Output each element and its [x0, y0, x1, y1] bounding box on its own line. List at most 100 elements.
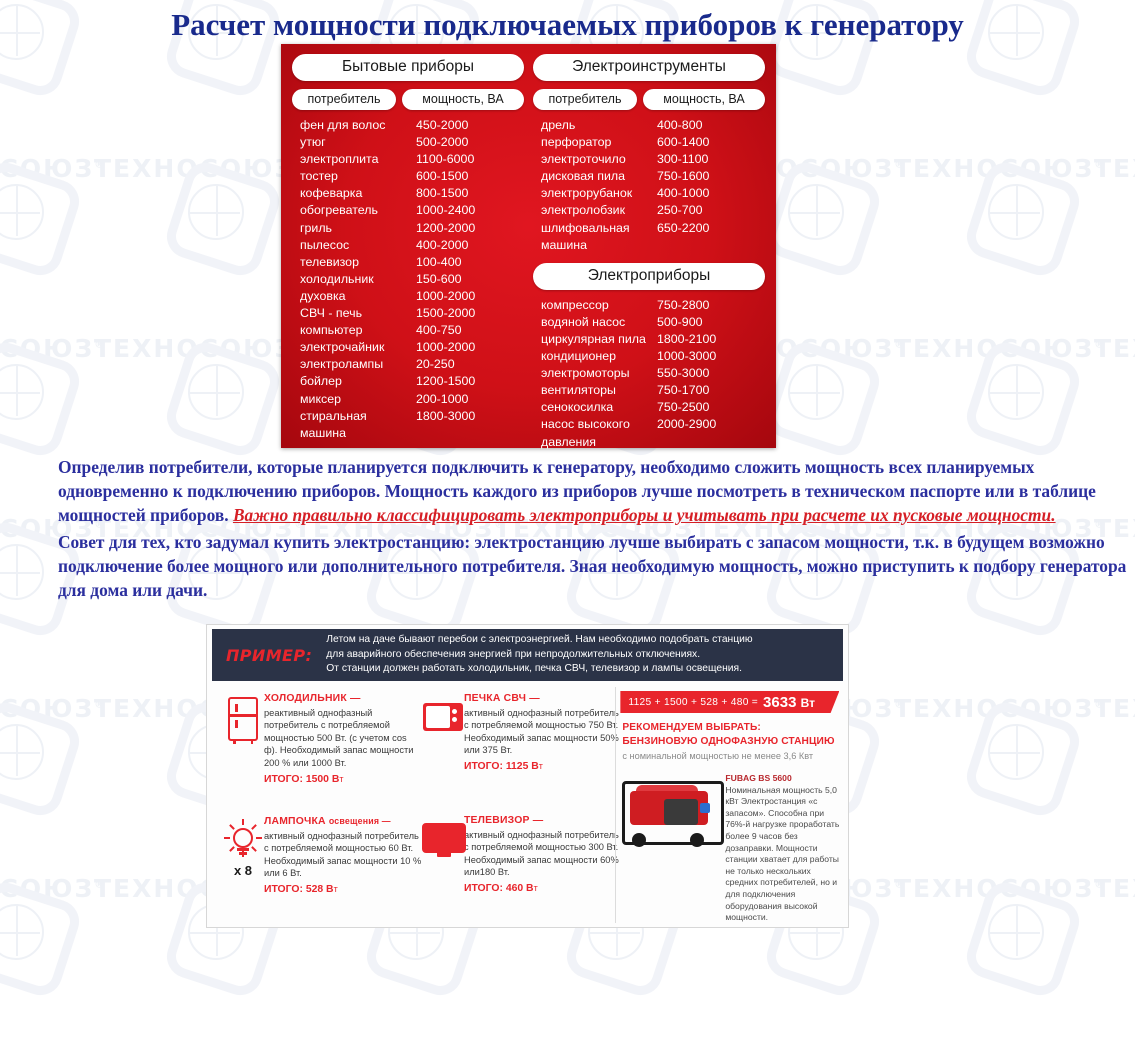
- rows-tools: дрель 400-800 перфоратор 600-1400 электроточ…: [533, 117, 765, 254]
- example-item-tv-body: активный однофазный потребитель с потреб…: [464, 829, 619, 878]
- row-consumer: утюг: [300, 135, 326, 150]
- section-title-household: Бытовые приборы: [292, 54, 524, 81]
- paragraph-one-normal: Определив потребители, которые планирует…: [58, 457, 1096, 526]
- row-consumer: электромоторы: [541, 366, 630, 381]
- row-consumer: электроплита: [300, 152, 379, 167]
- summary-expression: 1125 + 1500 + 528 + 480 =: [628, 696, 759, 708]
- row-power: 750-2500: [657, 400, 710, 415]
- summary-total-unit: Вт: [800, 695, 815, 710]
- row-consumer: шлифовальная: [541, 220, 630, 235]
- row-consumer: вентиляторы: [541, 383, 616, 398]
- row-power: [657, 237, 765, 254]
- title-main: ХОЛОДИЛЬНИК —: [264, 693, 361, 704]
- table-row: тостер 600-1500: [292, 168, 524, 185]
- watermark-text: ТЕХНОСОЮЗ®: [0, 154, 107, 183]
- table-row: машина: [533, 237, 765, 254]
- globe-icon: [188, 364, 244, 420]
- example-item-fridge-text: ХОЛОДИЛЬНИК — реактивный однофазный потр…: [264, 693, 422, 786]
- microwave-icon: [422, 693, 464, 774]
- header-power: мощность, ВА: [402, 89, 524, 110]
- watermark-text: ТЕХНОСОЮЗ®: [894, 694, 1107, 723]
- row-power: 400-800: [657, 118, 703, 132]
- row-consumer: электролобзик: [541, 203, 626, 218]
- table-row: кондиционер 1000-3000: [533, 348, 765, 365]
- globe-icon: [988, 184, 1044, 240]
- row-consumer: насос высокого: [541, 417, 630, 432]
- row-consumer: электролампы: [300, 357, 384, 372]
- watermark-text: ТЕХНОСОЮЗ®: [1094, 154, 1135, 183]
- table-row: СВЧ - печь 1500-2000: [292, 305, 524, 322]
- row-power: 250-700: [657, 203, 703, 218]
- row-consumer: компьютер: [300, 323, 363, 338]
- generator-model: FUBAG BS 5600: [725, 773, 792, 783]
- row-consumer: холодильник: [300, 271, 374, 286]
- row-consumer: гриль: [300, 220, 333, 235]
- row-power: 1800-3000: [416, 408, 476, 423]
- summary-total-value: 3633: [763, 693, 797, 711]
- globe-icon: [788, 364, 844, 420]
- paragraph-one-highlight: Важно правильно классифицировать электро…: [232, 505, 1056, 526]
- watermark-hexagon: [0, 157, 85, 281]
- table-row: миксер 200-1000: [292, 391, 524, 408]
- row-consumer: перфоратор: [541, 135, 612, 150]
- total-value: ИТОГО: 460 В: [464, 882, 534, 894]
- row-consumer: электрочайник: [300, 340, 385, 355]
- tv-icon: [422, 815, 466, 896]
- example-item-tv: ТЕЛЕВИЗОР — активный однофазный потребит…: [422, 815, 622, 896]
- row-power: 550-3000: [657, 366, 710, 381]
- page-title: Расчет мощности подключаемых приборов к …: [171, 7, 964, 42]
- watermark-tile: ТЕХНОСОЮЗ®: [0, 860, 140, 1040]
- watermark-hexagon: [161, 157, 285, 281]
- lightbulb-ray: [228, 823, 235, 830]
- example-header-line-2: для аварийного обеспечения энергией при …: [326, 648, 701, 660]
- table-column-tools: Электроинструменты потребитель мощность,…: [533, 54, 765, 451]
- table-row: стиральная 1800-3000: [292, 408, 524, 425]
- lightbulb-multiplier: х 8: [233, 863, 253, 878]
- table-row: электрочайник 1000-2000: [292, 339, 524, 356]
- row-power: 1000-2400: [416, 203, 476, 218]
- lightbulb-ray: [256, 837, 262, 839]
- globe-icon: [0, 364, 44, 420]
- watermark-text: ТЕХНОСОЮЗ®: [0, 874, 107, 903]
- table-row: пылесос 400-2000: [292, 237, 524, 254]
- watermark-text: ТЕХНОСОЮЗ®: [1094, 334, 1135, 363]
- row-consumer: сенокосилка: [541, 400, 614, 415]
- row-consumer: машина: [300, 425, 347, 440]
- table-row: давления: [533, 434, 765, 451]
- rows-household: фен для волос 450-2000 утюг 500-2000 электро…: [292, 117, 524, 442]
- example-item-lightbulb-title: ЛАМПОЧКА освещения —: [264, 815, 422, 829]
- table-row: электроплита 1100-6000: [292, 151, 524, 168]
- lightbulb-ray: [224, 837, 230, 839]
- example-item-fridge-body: реактивный однофазный потребитель с потр…: [264, 707, 414, 768]
- table-row: циркулярная пила 1800-2100: [533, 331, 765, 348]
- table-row: насос высокого 2000-2900: [533, 416, 765, 433]
- example-item-lightbulb-total: ИТОГО: 528 Вт: [264, 883, 422, 897]
- row-consumer: дисковая пила: [541, 169, 626, 184]
- example-item-microwave-body: активный однофазный потребитель с потреб…: [464, 707, 619, 756]
- header-consumer: потребитель: [292, 89, 396, 110]
- globe-icon: [988, 364, 1044, 420]
- globe-icon: [788, 184, 844, 240]
- example-item-microwave-text: ПЕЧКА СВЧ — активный однофазный потребит…: [464, 693, 622, 774]
- row-consumer: духовка: [300, 288, 346, 303]
- row-power: [416, 425, 524, 442]
- watermark-text: ТЕХНОСОЮЗ®: [94, 334, 304, 363]
- example-item-fridge-title: ХОЛОДИЛЬНИК —: [264, 693, 422, 706]
- row-consumer: дрель: [541, 118, 576, 132]
- watermark-text: ТЕХНОСОЮЗ®: [1094, 874, 1135, 903]
- watermark-text: ТЕХНОСОЮЗ®: [894, 874, 1107, 903]
- row-power: 450-2000: [416, 118, 469, 132]
- watermark-hexagon: [961, 337, 1085, 461]
- lightbulb-ray: [242, 819, 244, 825]
- watermark-hexagon: [0, 337, 85, 461]
- row-power: 750-1600: [657, 169, 710, 184]
- row-power: 1100-6000: [416, 152, 475, 167]
- row-power: 400-2000: [416, 237, 469, 252]
- table-row: сенокосилка 750-2500: [533, 399, 765, 416]
- example-item-microwave: ПЕЧКА СВЧ — активный однофазный потребит…: [422, 693, 622, 774]
- table-row: телевизор 100-400: [292, 254, 524, 271]
- row-consumer: обогреватель: [300, 203, 378, 218]
- globe-icon: [0, 724, 44, 780]
- example-item-tv-title: ТЕЛЕВИЗОР —: [464, 815, 622, 828]
- column-headers-tools: потребитель мощность, ВА: [533, 89, 765, 110]
